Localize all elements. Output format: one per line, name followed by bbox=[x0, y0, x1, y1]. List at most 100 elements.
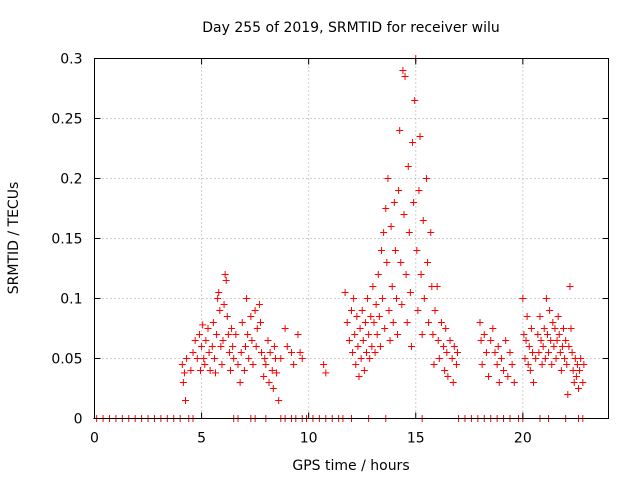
data-point bbox=[437, 319, 445, 326]
data-point bbox=[392, 295, 400, 302]
data-point bbox=[541, 355, 549, 362]
data-point bbox=[228, 325, 236, 332]
data-point bbox=[354, 343, 362, 350]
data-point bbox=[224, 331, 232, 338]
data-point bbox=[560, 325, 568, 332]
data-point bbox=[557, 367, 565, 374]
data-point bbox=[543, 331, 551, 338]
data-point bbox=[401, 73, 409, 80]
data-point bbox=[222, 277, 230, 284]
data-point bbox=[208, 343, 216, 350]
data-point bbox=[440, 343, 448, 350]
x-tick-label: 20 bbox=[514, 431, 532, 447]
data-point bbox=[270, 343, 278, 350]
data-point bbox=[394, 331, 402, 338]
data-point bbox=[373, 331, 381, 338]
data-point bbox=[552, 355, 560, 362]
data-point bbox=[379, 295, 387, 302]
data-point bbox=[523, 313, 531, 320]
data-point bbox=[446, 337, 454, 344]
y-axis-title: SRMTID / TECUs bbox=[6, 182, 22, 295]
data-point bbox=[538, 361, 546, 368]
data-point bbox=[450, 343, 458, 350]
data-point bbox=[424, 259, 432, 266]
data-point bbox=[386, 337, 394, 344]
data-point bbox=[383, 259, 391, 266]
data-point bbox=[217, 343, 225, 350]
y-tick-label: 0.15 bbox=[51, 232, 82, 248]
data-point bbox=[454, 349, 462, 356]
data-point bbox=[521, 355, 529, 362]
data-point bbox=[359, 337, 367, 344]
data-point bbox=[554, 313, 562, 320]
data-point bbox=[204, 325, 212, 332]
data-point bbox=[349, 349, 357, 356]
data-point bbox=[220, 301, 228, 308]
data-point bbox=[372, 301, 380, 308]
data-point bbox=[404, 163, 412, 170]
data-point bbox=[504, 373, 512, 380]
data-point bbox=[536, 313, 544, 320]
data-point bbox=[548, 361, 556, 368]
data-point bbox=[247, 313, 255, 320]
data-point bbox=[199, 321, 207, 329]
data-point bbox=[565, 343, 573, 350]
data-point bbox=[444, 373, 452, 380]
data-point bbox=[580, 361, 588, 368]
data-point bbox=[435, 355, 443, 362]
data-point bbox=[547, 337, 555, 344]
data-point bbox=[245, 355, 253, 362]
data-point bbox=[431, 307, 439, 314]
data-point bbox=[537, 337, 545, 344]
data-point bbox=[370, 319, 378, 326]
data-point bbox=[380, 229, 388, 236]
data-point bbox=[182, 397, 190, 404]
data-point bbox=[180, 369, 188, 377]
data-point bbox=[197, 367, 205, 374]
data-point bbox=[568, 349, 576, 356]
data-point bbox=[238, 319, 246, 326]
data-point bbox=[187, 367, 195, 374]
data-point bbox=[237, 349, 245, 356]
data-point bbox=[419, 217, 427, 224]
data-point bbox=[558, 343, 566, 350]
data-point bbox=[399, 67, 407, 74]
data-point bbox=[251, 307, 259, 314]
data-point bbox=[241, 343, 249, 350]
data-point bbox=[497, 355, 505, 362]
x-tick-label: 0 bbox=[90, 431, 99, 447]
data-point bbox=[411, 97, 419, 104]
data-point bbox=[545, 349, 553, 356]
data-point bbox=[248, 337, 256, 344]
data-point bbox=[218, 361, 226, 368]
x-axis-title: GPS time / hours bbox=[292, 458, 409, 474]
data-point bbox=[351, 331, 359, 338]
data-point bbox=[573, 361, 581, 368]
data-point bbox=[215, 289, 223, 296]
data-point bbox=[236, 379, 244, 386]
data-point bbox=[377, 247, 385, 254]
data-point bbox=[206, 367, 214, 374]
data-point bbox=[549, 319, 557, 326]
data-point bbox=[539, 343, 547, 350]
data-point bbox=[221, 271, 229, 278]
data-point bbox=[200, 355, 208, 362]
data-point bbox=[298, 355, 306, 362]
y-tick-label: 0 bbox=[74, 412, 83, 428]
data-point bbox=[223, 313, 231, 320]
data-point bbox=[260, 373, 268, 380]
data-point bbox=[562, 337, 570, 344]
data-point bbox=[258, 349, 266, 356]
data-point bbox=[406, 289, 414, 296]
data-point bbox=[249, 361, 257, 368]
data-point bbox=[268, 367, 276, 374]
data-point bbox=[425, 319, 433, 326]
data-point bbox=[577, 355, 585, 362]
data-point bbox=[556, 349, 564, 356]
data-point bbox=[561, 355, 569, 362]
data-point bbox=[449, 379, 457, 386]
data-point bbox=[264, 337, 272, 344]
data-point bbox=[526, 367, 534, 374]
data-point bbox=[230, 355, 238, 362]
